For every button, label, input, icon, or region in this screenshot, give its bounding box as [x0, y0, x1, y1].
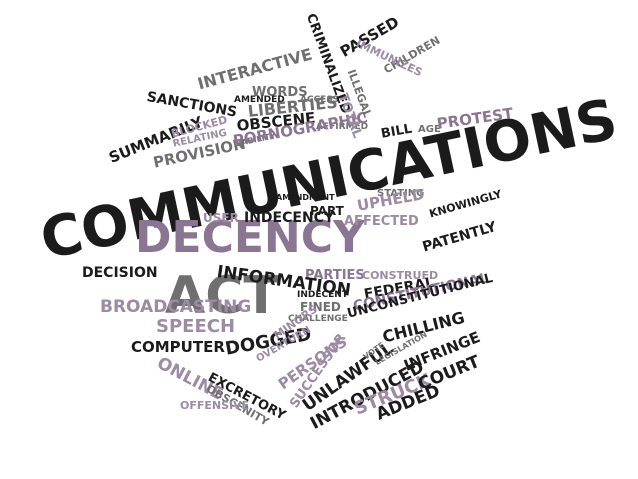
word-speech: SPEECH [156, 316, 236, 337]
word-offensive: OFFENSIVE [180, 399, 250, 412]
word-indecency: INDECENCY [244, 210, 335, 226]
word-indecent: INDECENT [297, 290, 348, 300]
word-affirmed: AFFIRMED [316, 122, 369, 132]
word-act: ACT [165, 266, 279, 326]
word-words: WORDS [252, 85, 308, 100]
word-patently: PATENTLY [420, 219, 499, 256]
word-amendment: AMENDMENT [276, 193, 335, 202]
word-knowingly: KNOWINGLY [427, 187, 504, 221]
word-decision: DECISION [82, 265, 158, 281]
word-computer: COMPUTER [131, 338, 225, 356]
word-fined: FINED [300, 300, 341, 314]
word-part: PART [310, 204, 344, 218]
word-challenge: CHALLENGE [288, 314, 348, 324]
word-construed: CONSTRUED [362, 269, 439, 282]
word-user: USER [203, 211, 239, 225]
word-access: ACCESS [300, 95, 339, 105]
word-decency: DECENCY [135, 212, 365, 263]
word-parties: PARTIES [305, 268, 365, 283]
word-broadcasting: BROADCASTING [100, 297, 252, 317]
word-age: AGE [418, 124, 441, 135]
word-affected: AFFECTED [344, 214, 419, 229]
word-amended: AMENDED [234, 95, 285, 105]
word-stating: STATING [377, 188, 425, 199]
